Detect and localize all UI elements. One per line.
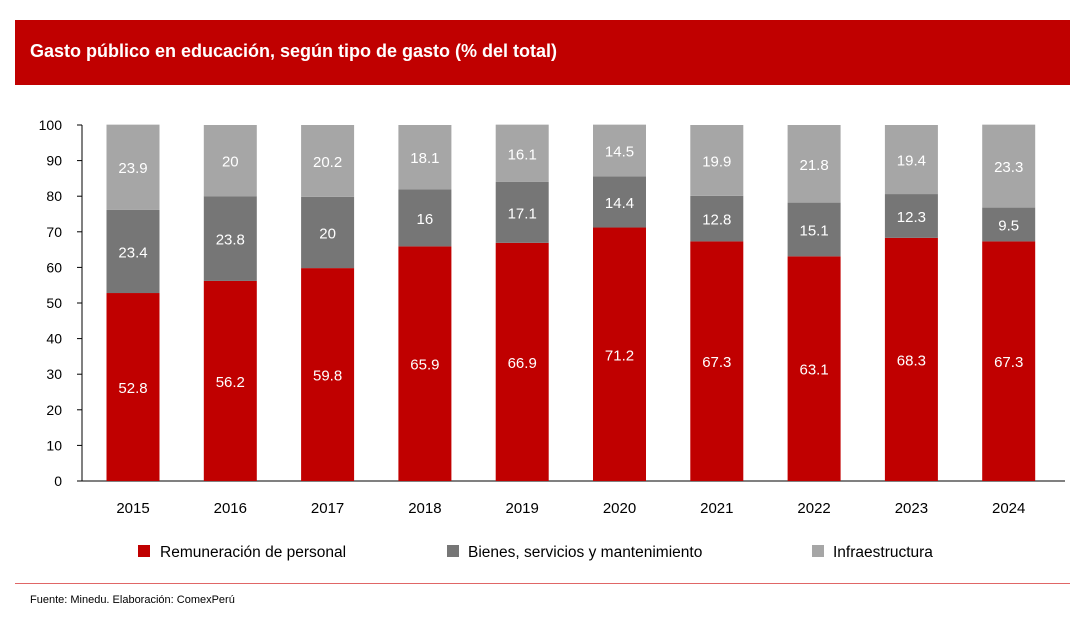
data-label: 66.9 [508,355,537,372]
data-label: 16.1 [508,146,537,163]
data-label: 15.1 [799,222,828,239]
bar-segment [593,124,646,177]
legend-swatch [812,545,824,557]
bar-segment [398,189,452,247]
bar-segment [690,125,744,196]
data-label: 68.3 [897,352,926,369]
y-tick-label: 90 [46,153,62,169]
y-tick-label: 60 [46,259,62,275]
x-tick-label: 2017 [311,500,344,517]
data-label: 67.3 [702,354,731,371]
bar-segment [301,125,355,197]
source-divider [15,583,1070,584]
legend-swatch [447,545,459,557]
data-label: 20 [319,226,336,243]
data-label: 14.4 [605,195,634,212]
bar-segment [398,246,452,481]
data-label: 59.8 [313,368,342,385]
bar-segment [203,125,257,197]
data-label: 63.1 [799,362,828,379]
bar-segment [982,207,1036,242]
data-label: 12.3 [897,209,926,226]
y-tick-label: 30 [46,366,62,382]
data-label: 19.9 [702,153,731,170]
data-label: 56.2 [216,374,245,391]
title-banner: Gasto público en educación, según tipo d… [15,20,1070,85]
x-tick-label: 2024 [992,500,1025,517]
x-tick-label: 2015 [116,500,149,517]
bar-segment [884,194,938,238]
data-label: 20.2 [313,154,342,171]
data-label: 19.4 [897,153,926,170]
bar-segment [982,241,1036,481]
data-label: 52.8 [118,380,147,397]
data-label: 23.3 [994,159,1023,176]
x-tick-label: 2016 [214,500,247,517]
y-tick-label: 20 [46,402,62,418]
bar-segment [884,237,938,481]
bar-segment [690,195,744,242]
bar-segment [982,124,1036,208]
y-tick-label: 70 [46,224,62,240]
data-label: 65.9 [410,357,439,374]
y-tick-label: 0 [54,473,62,489]
bar-segment [398,125,452,190]
x-tick-label: 2021 [700,500,733,517]
bar-segment [106,209,160,294]
bar-segment [495,124,549,182]
x-tick-label: 2020 [603,500,636,517]
data-label: 17.1 [508,205,537,222]
bar-segment [593,176,646,228]
bar-segment [787,256,841,481]
bar-segment [203,280,257,481]
data-label: 23.8 [216,232,245,249]
source-note: Fuente: Minedu. Elaboración: ComexPerú [30,594,235,606]
y-tick-label: 50 [46,295,62,311]
y-tick-label: 10 [46,437,62,453]
y-tick-label: 100 [39,117,63,133]
bar-segment [495,181,549,243]
y-tick-label: 80 [46,188,62,204]
data-label: 18.1 [410,150,439,167]
data-label: 12.8 [702,212,731,229]
data-label: 67.3 [994,354,1023,371]
x-tick-label: 2018 [408,500,441,517]
bar-segment [690,241,744,481]
bar-segment [106,124,160,210]
legend-swatch [138,545,150,557]
legend-label: Bienes, servicios y mantenimiento [468,544,702,561]
x-tick-label: 2019 [506,500,539,517]
bar-segment [787,202,841,257]
bar-segment [593,227,646,481]
y-tick-label: 40 [46,331,62,347]
data-label: 21.8 [799,157,828,174]
x-tick-label: 2022 [797,500,830,517]
bar-segment [884,125,938,195]
legend-label: Infraestructura [833,544,933,561]
bar-segment [301,268,355,481]
bar-segment [301,196,355,269]
chart-title: Gasto público en educación, según tipo d… [30,41,558,61]
data-label: 20 [222,154,239,171]
data-label: 23.9 [118,160,147,177]
bar-segment [787,125,841,203]
bar-segment [203,196,257,281]
data-label: 23.4 [118,244,147,261]
legend-label: Remuneración de personal [160,544,346,561]
data-label: 9.5 [998,218,1019,235]
data-label: 71.2 [605,347,634,364]
bar-segment [495,242,549,481]
x-tick-label: 2023 [895,500,928,517]
data-label: 14.5 [605,143,634,160]
data-label: 16 [417,211,434,228]
bar-segment [106,293,160,481]
